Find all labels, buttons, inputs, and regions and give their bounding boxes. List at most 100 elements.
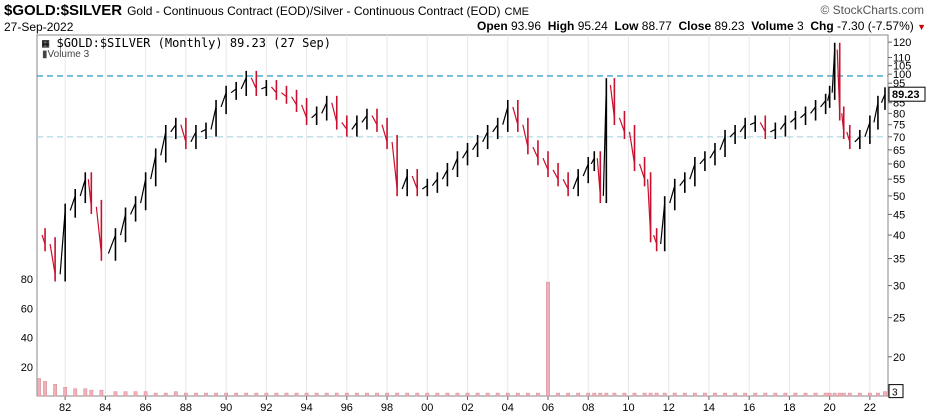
volume-tick-label: 40 — [21, 333, 33, 345]
close-label: Close — [678, 19, 712, 33]
volume-bar — [622, 392, 627, 397]
volume-bar — [876, 392, 880, 397]
price-segment — [820, 100, 827, 108]
x-tick-label: 88 — [180, 402, 192, 414]
x-tick-label: 18 — [783, 402, 795, 414]
volume-bar — [713, 392, 717, 397]
volume-bar — [99, 389, 104, 397]
volume-bar — [723, 392, 727, 397]
y-tick-label: 75 — [893, 120, 905, 132]
price-segment — [95, 206, 102, 254]
volume-bar — [133, 391, 138, 397]
volume-bar — [642, 392, 647, 397]
brand-logo[interactable]: © StockCharts.com — [820, 3, 924, 17]
volume-bar — [847, 392, 852, 397]
volume-bar — [773, 392, 778, 397]
volume-bar — [868, 392, 872, 397]
price-segment — [779, 122, 786, 130]
price-segment — [401, 175, 408, 190]
price-segment — [864, 122, 871, 138]
price-segment — [261, 86, 267, 90]
price-segment — [431, 178, 438, 187]
price-segment — [281, 92, 287, 98]
volume-bar — [204, 392, 208, 397]
price-legend: ▦ $GOLD:$SILVER (Monthly) 89.23 (27 Sep) — [42, 36, 331, 50]
price-segment — [150, 155, 157, 180]
volume-bar — [604, 392, 609, 397]
volume-bar — [314, 392, 319, 397]
price-segment — [59, 210, 66, 275]
volume-bar — [662, 392, 667, 397]
price-segment — [391, 141, 398, 190]
volume-bar — [163, 392, 168, 397]
price-legend-text: $GOLD:$SILVER (Monthly) 89.23 (27 Sep) — [56, 36, 332, 50]
volume-bar — [832, 392, 837, 397]
volume-bar — [89, 389, 94, 397]
x-tick-label: 98 — [381, 402, 393, 414]
x-tick-label: 96 — [341, 402, 353, 414]
y-tick-label: 55 — [893, 174, 905, 186]
price-segment — [679, 178, 686, 187]
volume-bar — [793, 392, 798, 397]
price-segment — [532, 146, 539, 159]
volume-bar — [632, 392, 637, 397]
last-price-box — [888, 86, 926, 102]
price-segment — [361, 115, 368, 123]
y-tick-label: 30 — [893, 281, 905, 293]
volume-bar — [244, 392, 249, 397]
volume-bar — [586, 392, 591, 397]
chart-date: 27-Sep-2022 — [4, 20, 74, 34]
price-segment — [79, 178, 86, 197]
ohlc-readout: Open 93.96 High 95.24 Low 88.77 Close 89… — [477, 19, 926, 33]
price-segment — [729, 131, 736, 138]
volume-bar — [123, 391, 128, 397]
x-tick-label: 08 — [582, 402, 594, 414]
price-segment — [49, 244, 56, 275]
volume-bar — [536, 392, 540, 397]
volume-bar — [224, 392, 228, 397]
price-segment — [451, 157, 459, 171]
volume-bar — [803, 392, 808, 397]
low-label: Low — [614, 19, 639, 33]
last-price-label: 89.23 — [892, 89, 920, 101]
volume-bar — [284, 392, 289, 397]
volume-bar — [475, 392, 480, 397]
volume-bar — [566, 392, 571, 397]
price-segment — [689, 163, 696, 180]
volume-bar — [883, 391, 887, 397]
volume-bar — [837, 392, 842, 397]
close-value: 89.23 — [714, 19, 745, 33]
volume-bar — [505, 392, 510, 397]
x-tick-label: 90 — [220, 402, 232, 414]
x-tick-label: 14 — [703, 402, 715, 414]
y-tick-label: 35 — [893, 254, 905, 266]
volume-bar — [465, 392, 470, 397]
price-segment — [130, 202, 137, 215]
price-segment — [482, 131, 489, 143]
y-tick-label: 45 — [893, 209, 905, 221]
volume-bar — [525, 392, 530, 397]
y-tick-label: 100 — [893, 69, 911, 81]
symbol-title: $GOLD:$SILVER — [4, 2, 123, 19]
volume-bar — [365, 392, 369, 397]
price-segment — [790, 117, 796, 123]
volume-bar — [654, 392, 659, 397]
volume-bar — [194, 392, 198, 397]
x-tick-label: 94 — [300, 402, 312, 414]
volume-bar — [592, 392, 597, 397]
y-tick-label: 65 — [893, 145, 905, 157]
x-tick-label: 16 — [743, 402, 755, 414]
price-segment — [472, 141, 479, 151]
volume-label: Volume — [751, 19, 794, 33]
high-value: 95.24 — [577, 19, 608, 33]
price-segment — [739, 124, 746, 133]
open-value: 93.96 — [511, 19, 542, 33]
volume-bar — [556, 392, 560, 397]
y-tick-label: 50 — [893, 191, 905, 203]
price-segment — [709, 149, 716, 159]
volume-bar — [612, 392, 617, 397]
volume-bar — [43, 381, 47, 397]
volume-bar — [841, 392, 846, 397]
price-segment — [512, 106, 519, 125]
